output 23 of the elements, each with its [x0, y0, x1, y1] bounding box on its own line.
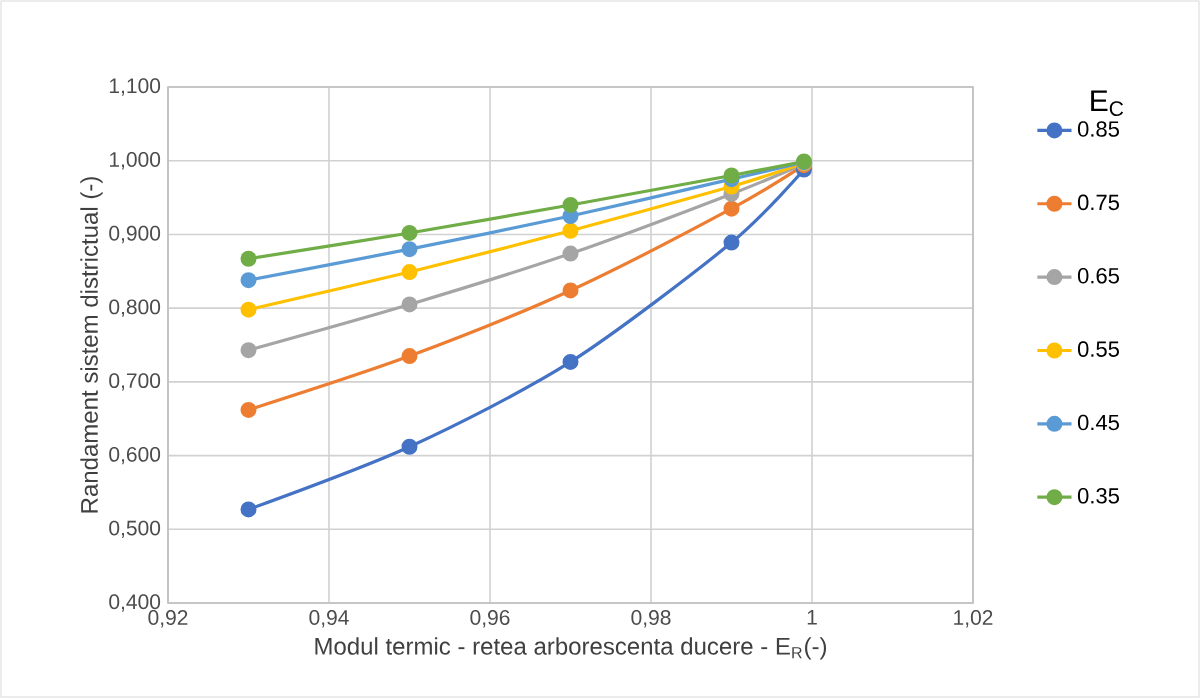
y-tick-label: 0,800: [109, 299, 161, 317]
y-tick-label: 0,500: [109, 520, 161, 538]
legend-label: 0.85: [1077, 121, 1119, 137]
x-tick-label: 0,92: [148, 610, 188, 628]
x-tick-label: 1,02: [954, 610, 993, 628]
x-axis-title: Modul termic - retea arborescenta ducere - E$_{R}$(-): [315, 637, 827, 660]
y-tick-label: 0,400: [109, 594, 161, 612]
legend-label: 0.65: [1077, 267, 1119, 284]
y-tick-label: 0,700: [109, 373, 161, 391]
legend-label: 0.35: [1077, 488, 1119, 504]
y-axis-title: Randament sistem districtual (-): [80, 177, 103, 513]
x-tick-label: 1: [807, 610, 817, 625]
legend-title: E$_{C}$: [1091, 90, 1124, 117]
x-tick-label: 0,98: [631, 610, 671, 628]
legend-label: 0.45: [1077, 414, 1119, 431]
x-tick-label: 0,96: [470, 610, 510, 628]
legend-label: 0.75: [1077, 194, 1119, 211]
y-tick-label: 0,900: [109, 225, 161, 244]
legend-label: 0.55: [1077, 341, 1119, 357]
y-tick-label: 1,100: [109, 78, 161, 96]
x-tick-label: 0,94: [309, 610, 349, 628]
y-tick-label: 1,000: [109, 152, 161, 170]
y-tick-label: 0,600: [109, 446, 161, 465]
